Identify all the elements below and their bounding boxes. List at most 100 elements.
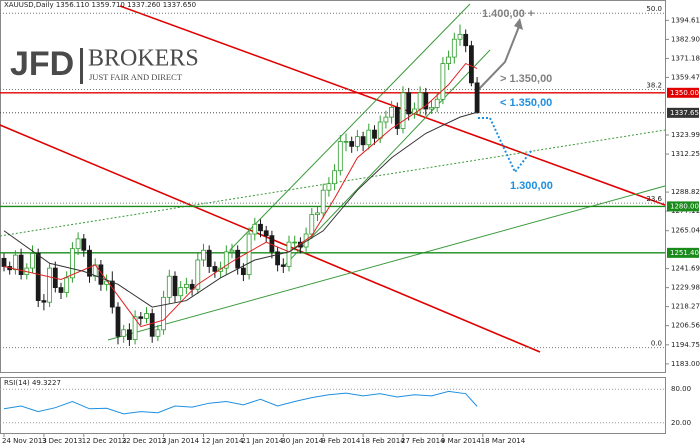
level-box	[667, 247, 699, 258]
level-box	[667, 87, 699, 98]
candle-body	[127, 329, 132, 340]
y-tick-label: 1194.75	[671, 341, 700, 349]
rsi-tick-label: 80.00	[671, 385, 691, 393]
candle-body	[212, 266, 218, 272]
candle-body	[47, 267, 52, 303]
header: XAUUSD,Daily 1356.110 1359.710 1337.260 …	[4, 1, 196, 9]
candle-body	[87, 249, 92, 277]
logo-bar	[80, 48, 83, 84]
y-tick-label: 1183.00	[671, 360, 700, 368]
forecast-arrow	[477, 23, 521, 91]
level-label: 1280.00	[670, 202, 699, 210]
candle-body	[178, 287, 184, 297]
x-tick-label: 9 Feb 2014	[321, 437, 361, 445]
candle-body	[223, 251, 229, 269]
candle-body	[246, 233, 252, 276]
candle-body	[189, 283, 195, 290]
candle-body	[434, 98, 440, 108]
y-tick-label: 1323.99	[671, 131, 700, 139]
logo-tagline: JUST FAIR AND DIRECT	[89, 72, 183, 82]
candle-body	[417, 92, 423, 110]
y-tick-label: 1206.56	[671, 322, 700, 330]
candle-body	[286, 241, 292, 267]
main-panel	[0, 0, 666, 373]
candle-body	[377, 121, 383, 139]
candle-body	[360, 136, 366, 146]
x-tick-label: 30 Jan 2014	[281, 437, 324, 445]
candle-body	[292, 241, 298, 244]
candle-body	[149, 313, 155, 337]
candle-body	[389, 106, 395, 118]
candle-body	[81, 238, 87, 251]
candle-body	[332, 170, 338, 185]
candle-body	[183, 283, 189, 288]
candle-body	[309, 214, 315, 235]
fib-label: 23.6	[646, 195, 662, 203]
fib-label: 0.0	[651, 340, 662, 348]
trend-line	[284, 49, 491, 266]
level-label: 1337.65	[670, 109, 699, 117]
x-tick-label: 12 Dec 2013	[82, 437, 127, 445]
candle-body	[1, 257, 7, 267]
candle-body	[109, 280, 115, 308]
candle-body	[70, 248, 75, 279]
candle-body	[229, 249, 235, 253]
y-tick-label: 1371.18	[671, 54, 700, 62]
candle-body	[138, 316, 144, 319]
trend-line	[107, 185, 666, 341]
y-tick-label: 1394.61	[671, 16, 700, 24]
candle-body	[383, 116, 389, 123]
logo-brand: BROKERS	[88, 46, 199, 72]
candle-body	[326, 183, 332, 191]
annotation: < 1.350,00	[500, 97, 552, 109]
candle-body	[41, 300, 47, 303]
candle-body	[451, 38, 457, 58]
candle-body	[423, 92, 429, 110]
candle-body	[337, 141, 343, 172]
candle-body	[201, 249, 206, 261]
moving-average	[3, 62, 478, 328]
candle-body	[275, 251, 281, 266]
candle-body	[468, 45, 474, 84]
x-tick-label: 2 Jan 2014	[162, 437, 200, 445]
candle-body	[315, 212, 320, 215]
candle-body	[58, 287, 64, 293]
candle-body	[258, 223, 263, 232]
y-tick-label: 1218.27	[671, 303, 700, 311]
candle-body	[240, 267, 246, 276]
logo: JFD BROKERS JUST FAIR AND DIRECT	[10, 45, 199, 84]
y-tick-label: 1359.47	[671, 73, 700, 81]
candle-body	[394, 106, 400, 129]
y-tick-label: 1241.69	[671, 265, 700, 273]
candle-body	[35, 253, 41, 301]
candle-body	[372, 129, 377, 139]
y-tick-label: 1312.25	[671, 150, 700, 158]
candle-body	[121, 329, 127, 337]
x-tick-label: 22 Dec 2013	[122, 437, 167, 445]
moving-average	[3, 111, 478, 308]
candle-body	[252, 223, 258, 235]
candle-body	[280, 264, 286, 267]
candle-body	[155, 329, 161, 337]
candle-body	[429, 106, 434, 110]
rsi-tick-label: 20.00	[671, 419, 691, 427]
candle-body	[166, 275, 172, 298]
x-tick-label: 21 Jan 2014	[241, 437, 284, 445]
y-tick-label: 1288.82	[671, 188, 700, 196]
candle-body	[406, 92, 412, 115]
candle-body	[172, 275, 178, 297]
trend-line	[119, 5, 666, 206]
candle-body	[75, 238, 81, 250]
candle-body	[206, 249, 212, 267]
candle-body	[18, 254, 24, 276]
annotation: 1.300,00	[510, 180, 553, 192]
candle-body	[144, 313, 149, 319]
level-label: 1350.00	[670, 89, 699, 97]
logo-name: JFD	[10, 45, 74, 83]
x-tick-label: 3 Dec 2013	[42, 437, 82, 445]
candle-body	[349, 141, 355, 147]
candle-body	[440, 63, 446, 100]
y-tick-label: 1229.98	[671, 284, 700, 292]
candle-body	[30, 253, 35, 269]
